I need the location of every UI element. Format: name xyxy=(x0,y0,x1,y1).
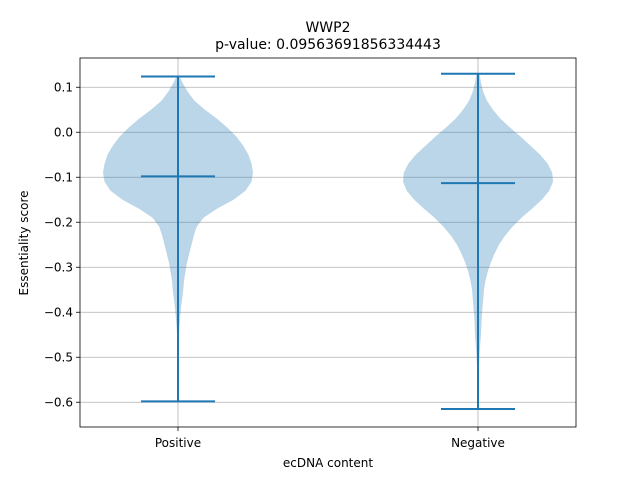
y-tick-label: −0.4 xyxy=(44,305,73,319)
y-tick-label: −0.1 xyxy=(44,170,73,184)
violins xyxy=(103,72,553,410)
axes: 0.1 0.0 −0.1 −0.2 −0.3 −0.4 −0.5 −0.6 Positive Ne… xyxy=(44,57,577,450)
y-tick-label: −0.5 xyxy=(44,350,73,364)
x-axis-label: ecDNA content xyxy=(283,456,373,470)
y-axis-label: Essentiality score xyxy=(17,191,31,296)
chart-subtitle: p-value: 0.09563691856334443 xyxy=(215,37,441,53)
y-tick-label: 0.1 xyxy=(54,80,73,94)
y-tick-label: 0.0 xyxy=(54,125,73,139)
chart-title: WWP2 xyxy=(305,20,350,36)
y-tick-label: −0.3 xyxy=(44,260,73,274)
y-tick-label: −0.6 xyxy=(44,395,73,409)
y-tick-label: −0.2 xyxy=(44,215,73,229)
x-tick-label: Positive xyxy=(155,436,201,450)
x-tick-label: Negative xyxy=(451,436,505,450)
plot-frame xyxy=(79,57,577,428)
